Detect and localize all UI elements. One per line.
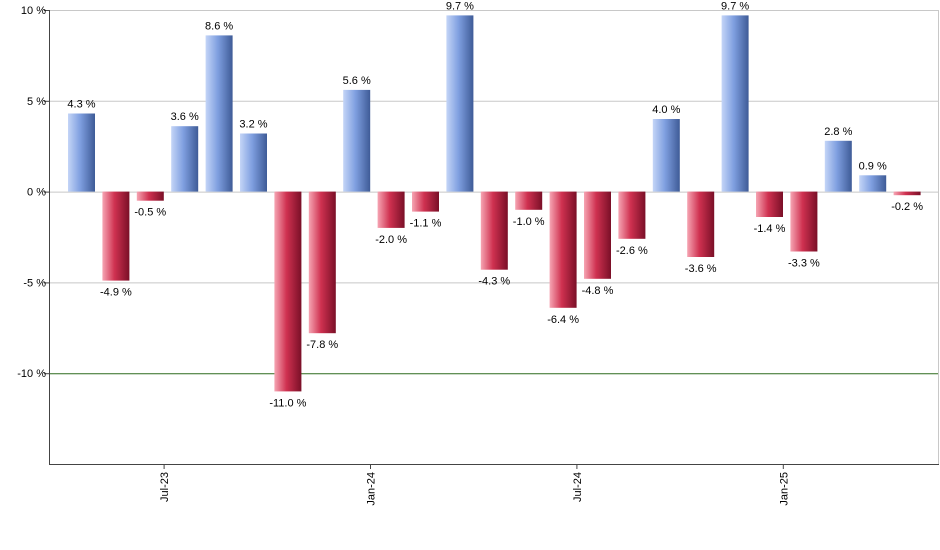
bar-positive [240,133,267,192]
bar-value-label: -3.3 % [788,258,820,270]
axes: 10 % 5 % 0 % -5 % -10 % Jul-23 Jan-24 Jul-24 Jan… [17,5,939,506]
bar-positive [446,15,474,192]
bar-value-label: -0.2 % [891,201,923,213]
bar-value-label: 8.6 % [205,20,233,32]
bar-positive [652,119,680,192]
value-labels: 4.3 % -4.9 % -0.5 % 3.6 % 8.6 % 3.2 % -11.0 % -… [67,0,923,409]
bar-negative [790,191,818,252]
x-tick-label: Jul-23 [159,472,171,502]
bar-positive [721,15,749,192]
y-tick-label: -5 % [23,277,46,289]
bar-positive [205,35,233,192]
bar-value-label: 0.9 % [859,160,887,172]
bar-value-label: 4.3 % [67,99,95,111]
bar-negative [136,191,164,201]
bar-positive [859,175,887,192]
x-tick-label: Jul-24 [572,472,584,502]
bar-negative [687,191,715,257]
bar-negative [308,191,336,334]
bar-positive [68,113,95,192]
bar-value-label: -1.4 % [754,223,786,235]
bar-negative [412,191,439,212]
bar-value-label: -1.1 % [410,218,442,230]
bar-value-label: -4.3 % [478,276,510,288]
bar-value-label: -2.0 % [375,234,407,246]
bar-value-label: 9.7 % [446,0,474,12]
bars [68,15,921,392]
bar-negative [515,191,543,210]
bar-value-label: -3.6 % [685,263,717,275]
bar-value-label: -1.0 % [513,216,545,228]
x-tick-label: Jan-25 [778,472,790,506]
bar-value-label: -4.8 % [582,285,614,297]
bar-value-label: 3.2 % [239,119,267,131]
bar-negative [756,191,783,217]
bar-positive [343,89,371,192]
bar-value-label: -2.6 % [616,245,648,257]
bar-value-label: 5.6 % [343,75,371,87]
bar-value-label: 2.8 % [824,126,852,138]
y-tick-label: 5 % [27,96,46,108]
bar-negative [584,191,611,279]
bar-value-label: -6.4 % [547,314,579,326]
bar-value-label: -0.5 % [134,207,166,219]
bar-negative [377,191,405,228]
bar-negative [618,191,646,239]
bar-value-label: 9.7 % [721,0,749,12]
y-tick-label: 10 % [21,5,46,17]
x-tick-label: Jan-24 [366,472,378,506]
bar-negative [274,191,302,392]
bar-positive [824,140,852,192]
bar-value-label: -11.0 % [269,397,306,409]
bar-value-label: 4.0 % [652,104,680,116]
y-tick-label: -10 % [17,368,46,380]
bar-negative [102,191,130,281]
bar-value-label: -7.8 % [306,339,338,351]
bar-negative [480,191,508,270]
bar-negative [893,191,921,196]
bar-negative [549,191,577,308]
bar-value-label: -4.9 % [100,287,132,299]
y-tick-label: 0 % [27,187,46,199]
bar-value-label: 3.6 % [171,111,199,123]
bar-positive [171,126,199,192]
